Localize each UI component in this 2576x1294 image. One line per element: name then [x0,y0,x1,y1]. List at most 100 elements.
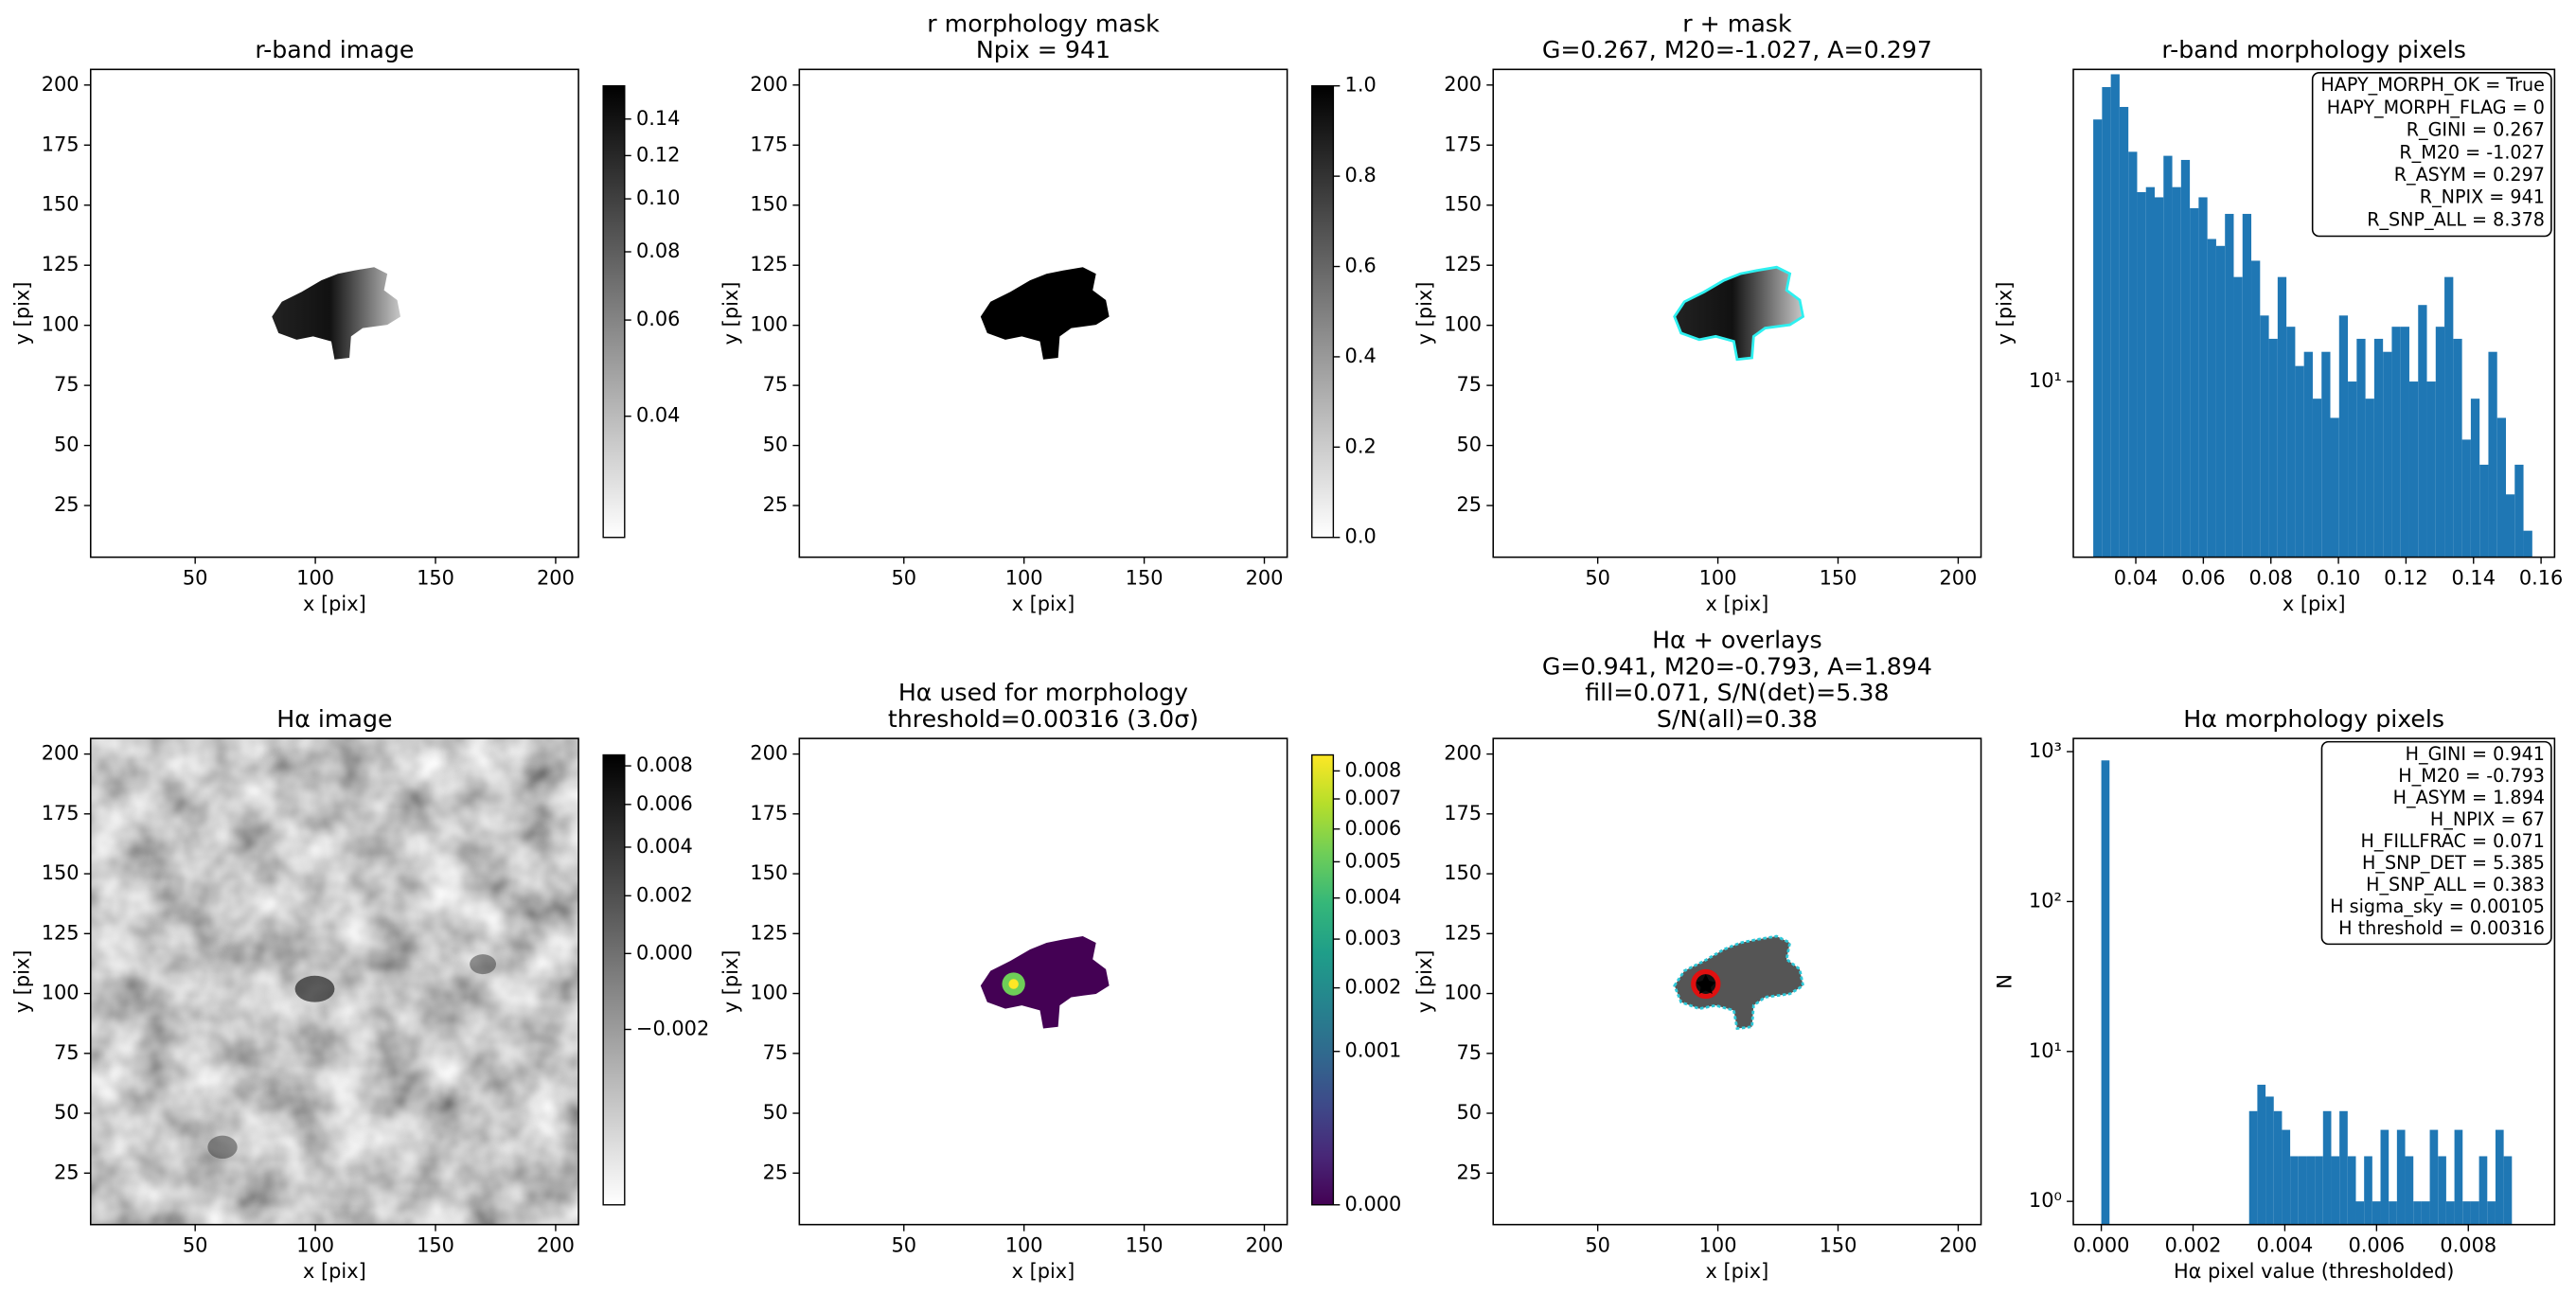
colorbar-tick-label: 0.0 [1345,525,1377,548]
x-tick-label: 50 [183,566,208,589]
x-tick-label: 150 [417,566,454,589]
histogram-bar [2339,1110,2348,1225]
histogram-bar [2396,1129,2406,1225]
histogram-bar [2372,1201,2381,1225]
histogram-bar [2110,74,2120,558]
annotation-line: R_M20 = -1.027 [2399,141,2545,163]
y-axis-label: y [pix] [1994,282,2016,346]
x-axis-label: x [pix] [1706,1260,1769,1283]
histogram-bar [2453,338,2462,558]
y-tick-label: 75 [1456,1041,1482,1064]
annotation-line: H_SNP_ALL = 0.383 [2366,874,2545,895]
image-halpha-overlays [1673,934,1804,1030]
y-tick-label: 10⁰ [2029,1189,2062,1212]
annotation-line: H_M20 = -0.793 [2398,765,2545,787]
x-axis-label: x [pix] [1012,1260,1075,1283]
x-tick-label: 200 [1939,1233,1977,1256]
image-r-mask [1673,265,1804,362]
x-tick-label: 0.12 [2384,566,2427,589]
y-axis-label: y [pix] [1413,282,1436,346]
x-tick-label: 50 [1585,566,1610,589]
annotation-line: H_NPIX = 67 [2430,808,2545,830]
x-tick-label: 0.006 [2348,1233,2405,1256]
histogram-bar [2429,1129,2439,1225]
y-tick-label: 25 [763,1161,789,1183]
histogram-bar [2479,464,2489,558]
panel-title: G=0.941, M20=-0.793, A=1.894 [1542,652,1932,680]
histogram-bar [2190,207,2199,558]
histogram-bar [2257,1084,2266,1225]
y-axis-label: y [pix] [10,950,33,1014]
panel-title: Npix = 941 [976,36,1110,63]
y-tick-label: 10¹ [2029,1039,2062,1062]
histogram-bar [2265,1096,2274,1225]
x-tick-label: 200 [1246,566,1284,589]
colorbar [1311,85,1335,539]
image-halpha [90,738,579,1225]
axes-frame [798,737,1288,1226]
annotation-line: H sigma_sky = 0.00105 [2330,895,2545,917]
annotation-line: R_SNP_ALL = 8.378 [2367,208,2545,230]
axes-frame [2072,68,2556,558]
y-tick-label: 150 [42,861,80,884]
x-tick-label: 0.000 [2073,1233,2130,1256]
y-tick-label: 125 [42,921,80,944]
x-tick-label: 200 [537,566,575,589]
colorbar-tick-label: 0.6 [1345,255,1377,277]
y-tick-label: 75 [54,373,80,396]
colorbar-tick-label: 0.008 [1345,758,1402,781]
panel-title: S/N(all)=0.38 [1657,705,1818,733]
panel-title: r + mask [1682,9,1792,37]
histogram-bar [2330,417,2339,558]
annotation-line: HAPY_MORPH_FLAG = 0 [2327,97,2545,118]
histogram-bar [2470,399,2480,558]
histogram-bar [2505,494,2515,558]
y-tick-label: 100 [42,982,80,1004]
x-tick-label: 150 [1820,566,1857,589]
histogram-bar [2338,315,2349,558]
histogram-bar [2268,338,2278,558]
y-tick-label: 125 [750,253,788,275]
histogram-bar [2273,1110,2283,1225]
y-tick-label: 25 [763,493,789,516]
histogram-bar [2421,1201,2430,1225]
histogram-bar [2093,119,2103,558]
histogram-bar [2348,381,2357,558]
colorbar [602,753,626,1206]
histogram-bar [2225,213,2234,558]
histogram-bar [2128,151,2138,558]
x-tick-label: 50 [1585,1233,1610,1256]
histogram-bar [2248,1110,2258,1225]
histogram-bar [2242,213,2252,558]
annotation-line: HAPY_MORPH_OK = True [2320,74,2545,96]
y-tick-label: 75 [54,1041,80,1064]
panel-title: Hα morphology pixels [2183,705,2444,733]
y-tick-label: 200 [750,742,788,765]
image-mask [980,267,1110,360]
histogram-bar [2290,1156,2299,1225]
panel-title: fill=0.071, S/N(det)=5.38 [1585,679,1889,706]
x-tick-label: 0.002 [2165,1233,2222,1256]
x-axis-label: x [pix] [1706,593,1769,615]
histogram-bar [2303,351,2313,558]
y-tick-label: 25 [1456,493,1482,516]
histogram-bar [2207,239,2216,558]
x-tick-label: 0.10 [2317,566,2360,589]
x-tick-label: 50 [891,1233,916,1256]
colorbar-tick-label: 0.8 [1345,164,1377,186]
histogram-bar [2251,260,2261,558]
x-tick-label: 0.06 [2181,566,2225,589]
y-tick-label: 100 [750,982,788,1004]
annotation-box [2320,740,2552,946]
annotation-box [2311,72,2552,238]
annotation-line: R_GINI = 0.267 [2407,119,2545,141]
y-axis-label: y [pix] [720,282,742,346]
histogram-bar [2495,1129,2504,1225]
y-tick-label: 125 [42,253,80,275]
y-tick-label: 150 [1444,193,1482,216]
histogram-bar [2355,1201,2365,1225]
x-tick-label: 150 [1820,1233,1857,1256]
histogram-bar [2145,186,2156,558]
histogram-bar [2321,351,2331,558]
colorbar-tick-label: 0.006 [636,792,693,815]
